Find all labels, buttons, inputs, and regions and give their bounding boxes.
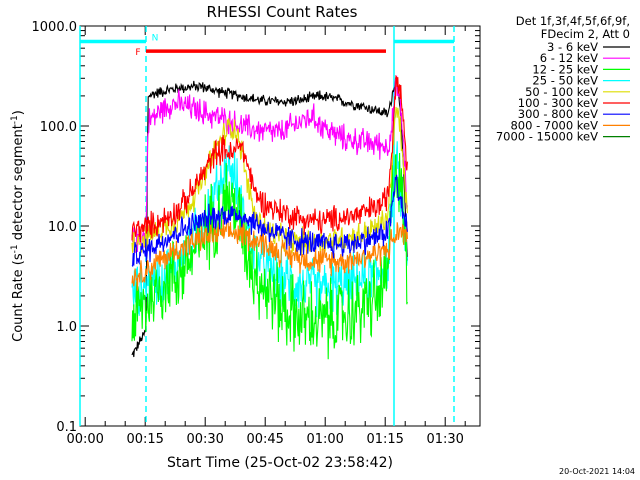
x-tick-label: 01:15 [366,432,403,447]
legend-entry-label: 50 - 100 keV [525,85,598,99]
legend-header-line: Det 1f,3f,4f,5f,6f,9f, [516,14,630,28]
legend-entry-label: 12 - 25 keV [532,62,598,76]
y-tick-label: 0.1 [56,420,77,435]
x-axis-label: Start Time (25-Oct-02 23:58:42) [167,455,393,471]
x-tick-label: 01:00 [306,432,343,447]
chart-title: RHESSI Count Rates [207,3,358,21]
legend-entry-label: 6 - 12 keV [540,51,598,65]
legend-entry-label: 25 - 50 keV [532,74,598,88]
legend-entry-label: 7000 - 15000 keV [496,130,598,144]
annotation-bars: NF [80,33,454,58]
axis-ticks: 0.1 1.0 10.0 100.0 1000.0 00:00 00:15 00:30 00:4… [32,20,480,447]
series-line-3 [131,141,408,320]
series-line-6 [131,174,408,268]
y-tick-label: 1.0 [56,320,77,335]
y-tick-label: 10.0 [48,220,77,235]
y-axis-label: Count Rate (s-1 detector segment-1) [10,110,26,342]
legend: Det 1f,3f,4f,5f,6f,9f,FDecim 2, Att 03 -… [496,14,630,144]
legend-entry-label: 3 - 6 keV [547,40,598,54]
x-tick-label: 00:45 [246,432,283,447]
series-line-2 [131,152,408,360]
x-tick-label: 00:00 [66,432,103,447]
x-tick-label: 00:15 [126,432,163,447]
x-tick-label: 01:30 [426,432,463,447]
timestamp: 20-Oct-2021 14:04 [559,467,635,476]
series-line-0 [131,74,408,358]
series-line-5 [131,74,408,243]
x-tick-label: 00:30 [186,432,223,447]
series-line-1 [131,75,408,253]
annotation-label: N [152,33,159,43]
legend-entry-label: 100 - 300 keV [518,96,598,110]
legend-entry-label: 300 - 800 keV [518,107,598,121]
legend-entry-label: 800 - 7000 keV [510,118,598,132]
annotation-label: F [135,48,140,58]
series-lines [131,74,408,360]
y-tick-label: 100.0 [40,120,77,135]
y-tick-label: 1000.0 [32,20,78,35]
legend-header-line: FDecim 2, Att 0 [541,27,630,41]
